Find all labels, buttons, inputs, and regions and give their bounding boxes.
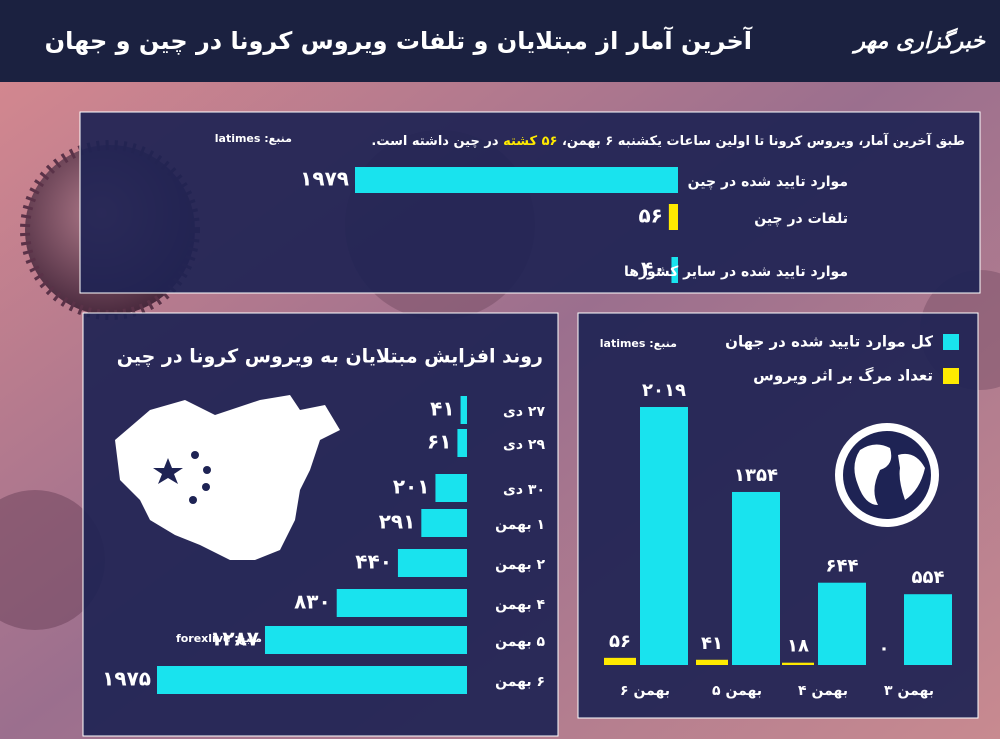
bar <box>818 582 866 665</box>
category-label: ۳۰ دی <box>503 482 545 498</box>
legend-swatch <box>943 368 959 384</box>
china-map <box>115 395 340 560</box>
bar <box>668 204 678 230</box>
category-label: ۲۹ دی <box>503 437 545 453</box>
value-label: ۸۳۰ <box>294 590 331 614</box>
bar <box>157 666 467 694</box>
bar <box>671 257 678 283</box>
value-label: ۴۱ <box>701 633 723 654</box>
category-label: ۴ بهمن <box>495 597 545 613</box>
category-label: موارد تایید شده در چین <box>688 174 848 190</box>
chart-title: روند افزایش مبتلایان به ویروس کرونا در چ… <box>117 346 543 368</box>
value-label: ۱۹۷۹ <box>300 167 349 191</box>
category-label: تلفات در چین <box>754 211 848 227</box>
value-label: ۶۴۴ <box>826 556 859 577</box>
value-label: ۲۹۱ <box>379 510 416 534</box>
category-label: ۲ بهمن <box>495 557 545 573</box>
bar <box>435 474 467 502</box>
category-label: موارد تایید شده در سایر کشورها <box>624 264 848 280</box>
value-label: ۵۵۴ <box>912 567 945 588</box>
source: منبع: latimes <box>600 337 677 350</box>
bar <box>355 167 678 193</box>
value-label: ۴۰ <box>641 257 665 281</box>
category-label: ۲۷ دی <box>503 404 545 420</box>
x-tick-label: ۵ بهمن <box>712 683 762 699</box>
bar <box>782 662 814 665</box>
bar <box>696 659 728 665</box>
value-label: ۱۳۵۴ <box>734 465 778 486</box>
source: منبع: forexlive <box>176 632 262 645</box>
subtitle: طبق آخرین آمار، ویروس کرونا تا اولین ساع… <box>371 132 965 149</box>
x-tick-label: ۴ بهمن <box>798 683 848 699</box>
x-tick-label: ۶ بهمن <box>620 683 670 699</box>
logo: خبرگزاری مهر <box>851 27 986 54</box>
value-label: ۵۶ <box>638 204 662 228</box>
value-label: ۴۴۰ <box>355 550 392 574</box>
bar <box>640 407 688 665</box>
subtitle-highlight: ۵۶ کشته <box>503 134 557 149</box>
bar <box>264 626 467 654</box>
bar <box>457 429 467 457</box>
header-bar <box>0 0 1000 82</box>
legend-swatch <box>943 334 959 350</box>
value-label: ۰ <box>879 638 890 659</box>
bar <box>904 594 952 665</box>
bar <box>732 491 780 665</box>
value-label: ۱۲۸۷ <box>210 627 259 651</box>
page-title: آخرین آمار از مبتلایان و تلفات ویروس کرو… <box>45 26 753 55</box>
value-label: ۵۶ <box>609 631 631 652</box>
legend-label: تعداد مرگ بر اثر ویروس <box>753 367 933 385</box>
globe-icon <box>835 423 939 527</box>
bar <box>397 549 467 577</box>
source: منبع: latimes <box>215 132 292 145</box>
bar <box>460 396 467 424</box>
bar <box>604 657 636 665</box>
bar <box>336 589 467 617</box>
value-label: ۱۸ <box>787 636 809 657</box>
x-tick-label: ۳ بهمن <box>884 683 934 699</box>
category-label: ۶ بهمن <box>495 674 545 690</box>
value-label: ۲۰۱۹ <box>642 380 686 401</box>
legend-label: کل موارد تایید شده در جهان <box>725 333 933 351</box>
value-label: ۴۱ <box>430 397 454 421</box>
value-label: ۲۰۱ <box>393 475 430 499</box>
panel <box>79 111 981 294</box>
category-label: ۵ بهمن <box>495 634 545 650</box>
value-label: ۶۱ <box>427 430 451 454</box>
value-label: ۱۹۷۵ <box>102 667 151 691</box>
flag-stars <box>153 451 211 504</box>
bar <box>421 509 467 537</box>
subtitle-part: طبق آخرین آمار، ویروس کرونا تا اولین ساع… <box>557 132 965 149</box>
subtitle-part: در چین داشته است. <box>371 134 503 149</box>
category-label: ۱ بهمن <box>495 517 545 533</box>
